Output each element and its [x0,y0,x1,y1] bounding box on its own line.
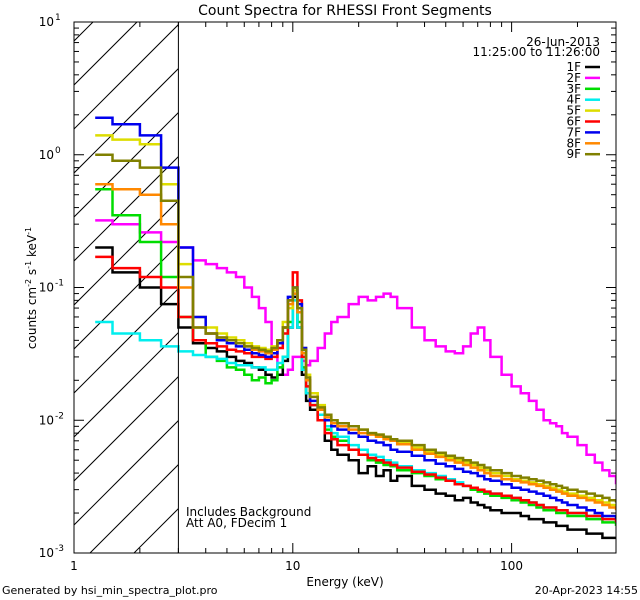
note-attenuator: Att A0, FDecim 1 [186,516,287,530]
series-2F [95,219,616,485]
y-axis-label: counts cm-2 s-1 keV-1 [24,227,39,349]
legend-label-7F: 7F [566,125,581,139]
hatch-line [74,22,94,42]
series-5F [95,134,616,508]
y-tick-exponent: 1 [55,13,61,23]
y-tick-label: 10 [39,281,54,295]
date-label: 26-Jun-2013 [526,35,600,49]
x-tick-labels: 1 10 100 [70,559,523,573]
legend-label-3F: 3F [566,82,581,96]
hatch-line [74,287,179,394]
y-tick-exponent: -1 [55,279,64,289]
series-6F [95,255,616,523]
series-9F [95,153,616,503]
hatch-line [74,111,179,218]
series-1F [95,246,616,540]
hatch-line [74,419,179,526]
generated-by-label: Generated by hsi_min_spectra_plot.pro [2,584,218,597]
hatch-line [74,155,179,262]
legend-label-4F: 4F [566,93,581,107]
axis-ticks [73,22,617,554]
hatch-line [74,67,179,174]
legend-label-2F: 2F [566,71,581,85]
hatched-region [74,0,640,553]
legend-label-6F: 6F [566,115,581,129]
y-tick-label: 10 [39,15,54,29]
hatch-line [74,331,179,438]
hatch-line [74,375,179,482]
y-tick-label: 10 [39,148,54,162]
hatch-line [74,199,179,306]
chart-title: Count Spectra for RHESSI Front Segments [198,3,492,19]
x-tick-label: 100 [500,559,523,573]
legend-label-8F: 8F [566,136,581,150]
series-4F [95,299,616,523]
x-axis-label: Energy (keV) [306,575,383,589]
y-tick-label: 10 [39,546,54,560]
series-7F [95,116,616,520]
y-tick-exponent: -2 [55,411,64,421]
legend-label-9F: 9F [566,147,581,161]
y-tick-exponent: 0 [55,146,61,156]
footer-timestamp: 20-Apr-2023 14:55 [535,584,638,597]
hatch-line [618,0,640,553]
x-tick-label: 1 [70,559,78,573]
series-3F [95,187,616,526]
time-range-label: 11:25:00 to 11:26:00 [473,45,600,59]
series-layer [95,116,616,540]
y-tick-label: 10 [39,413,54,427]
legend-label-5F: 5F [566,104,581,118]
hatch-line [530,0,640,553]
hatch-line [266,0,640,553]
note-background: Includes Background [186,505,311,519]
legend-label-1F: 1F [566,60,581,74]
x-tick-label: 10 [285,559,300,573]
y-tick-exponent: -3 [55,544,64,554]
hatch-line [486,0,640,553]
